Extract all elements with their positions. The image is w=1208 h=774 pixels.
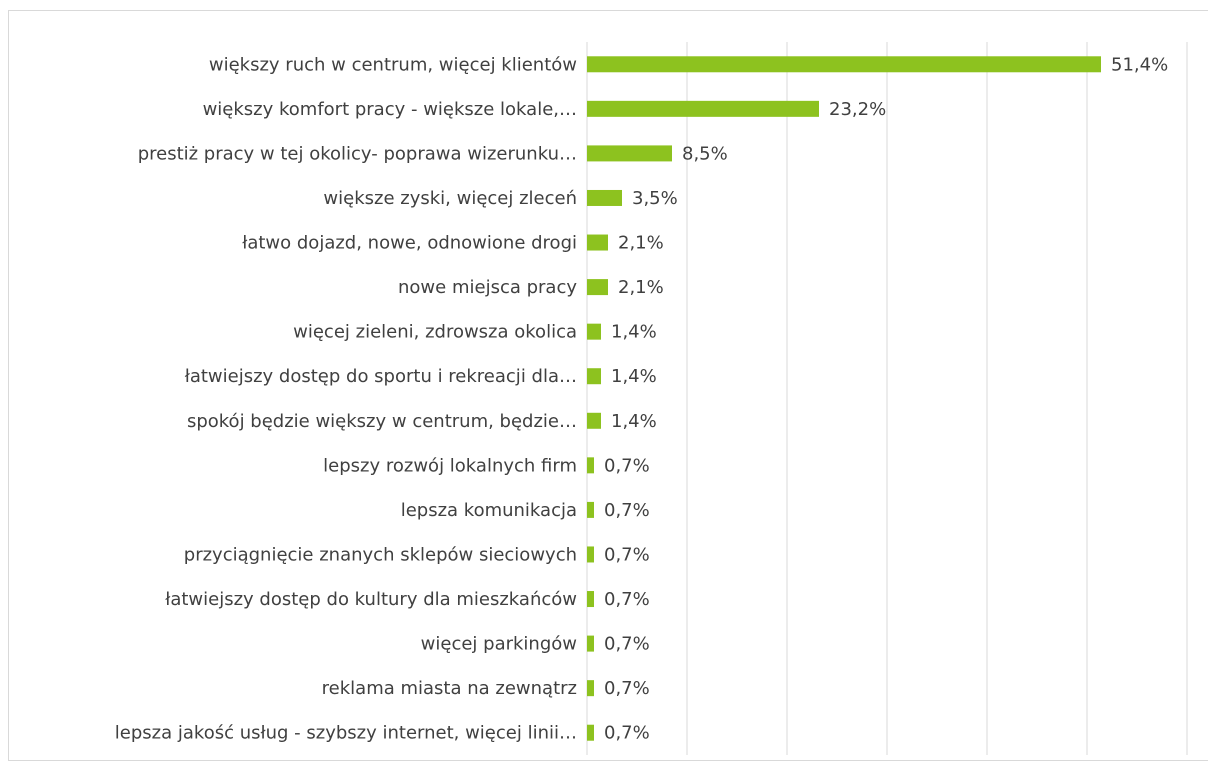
category-label: prestiż pracy w tej okolicy- poprawa wiz… [138, 143, 577, 164]
value-label: 0,7% [604, 544, 650, 565]
bar [587, 189, 622, 206]
bar [587, 591, 594, 608]
value-label: 1,4% [611, 411, 657, 432]
category-label: większy ruch w centrum, więcej klientów [209, 54, 577, 75]
value-label: 0,7% [604, 589, 650, 610]
category-label: lepsza jakość usług - szybszy internet, … [115, 723, 577, 744]
bar [587, 724, 594, 741]
chart-frame [8, 10, 1208, 761]
value-label: 1,4% [611, 322, 657, 343]
bar [587, 100, 819, 117]
bar [587, 546, 594, 563]
category-label: lepsza komunikacja [401, 500, 577, 521]
value-label: 0,7% [604, 455, 650, 476]
value-label: 23,2% [829, 99, 886, 120]
category-label: nowe miejsca pracy [398, 277, 577, 298]
bar [587, 323, 601, 340]
category-label: spokój będzie większy w centrum, będzie… [187, 411, 577, 432]
value-label: 3,5% [632, 188, 678, 209]
value-label: 0,7% [604, 500, 650, 521]
category-label: łatwo dojazd, nowe, odnowione drogi [242, 233, 577, 254]
value-label: 1,4% [611, 366, 657, 387]
bar [587, 457, 594, 474]
value-label: 2,1% [618, 233, 664, 254]
category-label: lepszy rozwój lokalnych firm [323, 455, 577, 476]
value-label: 0,7% [604, 723, 650, 744]
category-label: łatwiejszy dostęp do kultury dla mieszka… [165, 589, 577, 610]
bar [587, 145, 672, 162]
value-label: 2,1% [618, 277, 664, 298]
bar [587, 412, 601, 429]
bar [587, 680, 594, 697]
bar [587, 279, 608, 296]
category-label: więcej parkingów [421, 634, 577, 655]
bar [587, 635, 594, 652]
category-label: przyciągnięcie znanych sklepów sieciowyc… [184, 544, 577, 565]
bar [587, 368, 601, 385]
category-label: łatwiejszy dostęp do sportu i rekreacji … [185, 366, 577, 387]
category-label: większy komfort pracy - większe lokale,… [203, 99, 577, 120]
bar [587, 501, 594, 518]
value-label: 8,5% [682, 143, 728, 164]
value-label: 0,7% [604, 634, 650, 655]
bar [587, 56, 1101, 73]
category-label: reklama miasta na zewnątrz [322, 678, 577, 699]
category-label: więcej zieleni, zdrowsza okolica [293, 322, 577, 343]
value-label: 0,7% [604, 678, 650, 699]
category-label: większe zyski, więcej zleceń [323, 188, 577, 209]
bar [587, 234, 608, 251]
value-label: 51,4% [1111, 54, 1168, 75]
